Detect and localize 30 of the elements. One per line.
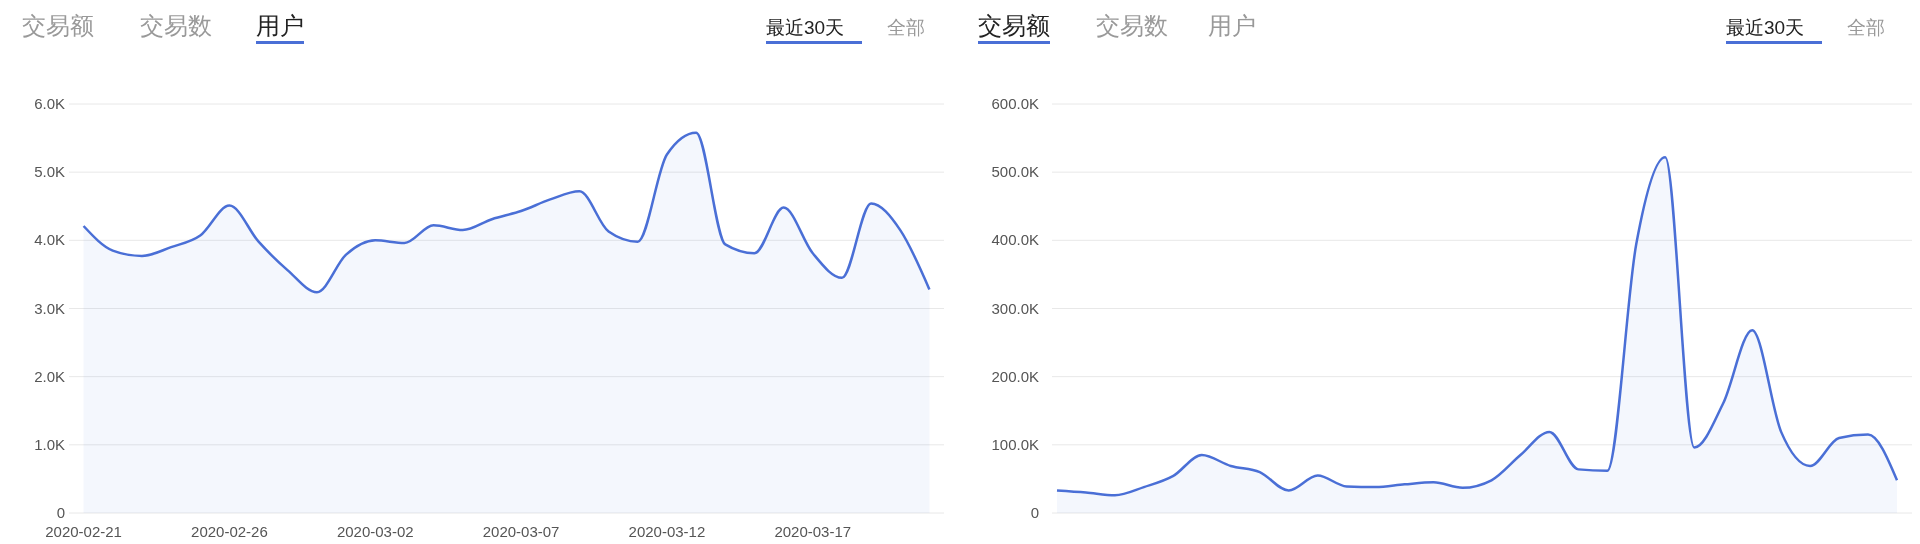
x-tick-label: 2020-03-07	[482, 523, 560, 540]
text: 最近30天	[766, 17, 845, 38]
x-tick-label: 2020-03-02	[336, 523, 414, 540]
y-tick-label: 0	[1030, 504, 1039, 521]
x-tick-label: 2020-03-12	[628, 523, 706, 540]
y-tick-label: 6.0K	[34, 95, 65, 112]
text: 最近30天	[1726, 17, 1805, 38]
y-tick-label: 0	[56, 504, 65, 521]
text: 交易数	[140, 12, 212, 39]
text: 交易额	[978, 12, 1050, 39]
text: 用户	[1208, 12, 1256, 39]
text: 全部	[1847, 17, 1885, 38]
y-tick-label: 300.0K	[991, 299, 1039, 317]
text: 交易额	[22, 12, 94, 39]
text: 交易数	[1096, 12, 1168, 39]
y-tick-label: 4.0K	[34, 231, 65, 249]
y-tick-label: 100.0K	[991, 435, 1039, 453]
y-tick-label: 5.0K	[34, 163, 65, 181]
y-tick-label: 3.0K	[34, 299, 65, 317]
y-tick-label: 2.0K	[34, 367, 65, 385]
y-tick-label: 500.0K	[991, 163, 1039, 181]
x-tick-label: 2020-02-26	[191, 523, 268, 540]
text: 全部	[887, 17, 925, 38]
text: 用户	[256, 12, 304, 39]
y-tick-label: 600.0K	[991, 95, 1039, 112]
x-tick-label: 2020-03-17	[774, 523, 852, 540]
y-tick-label: 400.0K	[991, 231, 1039, 249]
y-tick-label: 200.0K	[991, 367, 1039, 385]
x-tick-label: 2020-02-21	[45, 523, 122, 540]
y-tick-label: 1.0K	[34, 435, 65, 453]
